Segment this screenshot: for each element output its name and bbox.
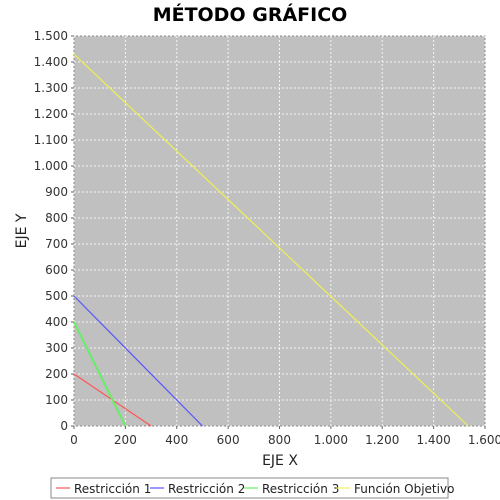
y-tick-label: 1.100	[34, 133, 68, 147]
series-line	[73, 295, 203, 427]
series-line	[73, 53, 469, 427]
y-tick-label: 1.200	[34, 107, 68, 121]
y-tick-label: 200	[45, 367, 68, 381]
grid	[73, 35, 486, 427]
x-axis-ticks: 0 200 400 600 800 1.000 1.200 1.400 1.600	[70, 426, 500, 447]
series-lines	[73, 53, 469, 427]
y-tick-label: 600	[45, 263, 68, 277]
y-tick-label: 400	[45, 315, 68, 329]
y-tick-label: 500	[45, 289, 68, 303]
x-tick-label: 1.400	[416, 433, 450, 447]
y-tick-label: 1.300	[34, 81, 68, 95]
series-line	[73, 321, 127, 427]
x-axis-label: EJE X	[262, 453, 298, 469]
x-tick-label: 1.600	[468, 433, 500, 447]
x-tick-label: 1.200	[365, 433, 399, 447]
y-tick-label: 300	[45, 341, 68, 355]
y-tick-label: 700	[45, 237, 68, 251]
x-tick-label: 600	[217, 433, 240, 447]
x-tick-label: 400	[165, 433, 188, 447]
y-tick-label: 1.500	[34, 29, 68, 43]
x-tick-label: 200	[114, 433, 137, 447]
y-tick-label: 1.400	[34, 55, 68, 69]
x-tick-label: 800	[268, 433, 291, 447]
y-tick-label: 900	[45, 185, 68, 199]
y-tick-label: 800	[45, 211, 68, 225]
legend-label: Restricción 2	[168, 482, 245, 496]
legend-label: Restricción 3	[262, 482, 339, 496]
y-tick-label: 1.000	[34, 159, 68, 173]
x-tick-label: 0	[70, 433, 78, 447]
legend-label: Restricción 1	[74, 482, 151, 496]
legend: Restricción 1 Restricción 2 Restricción 3 F…	[50, 477, 454, 499]
plot-area	[73, 35, 486, 427]
legend-label: Función Objetivo	[354, 482, 454, 496]
plot-background	[73, 35, 486, 427]
y-axis-ticks: 0 100 200 300 400 500 600 700 800 900 1.000 1.100 1.…	[34, 29, 74, 433]
x-tick-label: 1.000	[314, 433, 348, 447]
y-axis-label: EJE Y	[14, 213, 30, 248]
y-tick-label: 0	[60, 419, 68, 433]
y-tick-label: 100	[45, 393, 68, 407]
chart-title: MÉTODO GRÁFICO	[153, 3, 348, 26]
